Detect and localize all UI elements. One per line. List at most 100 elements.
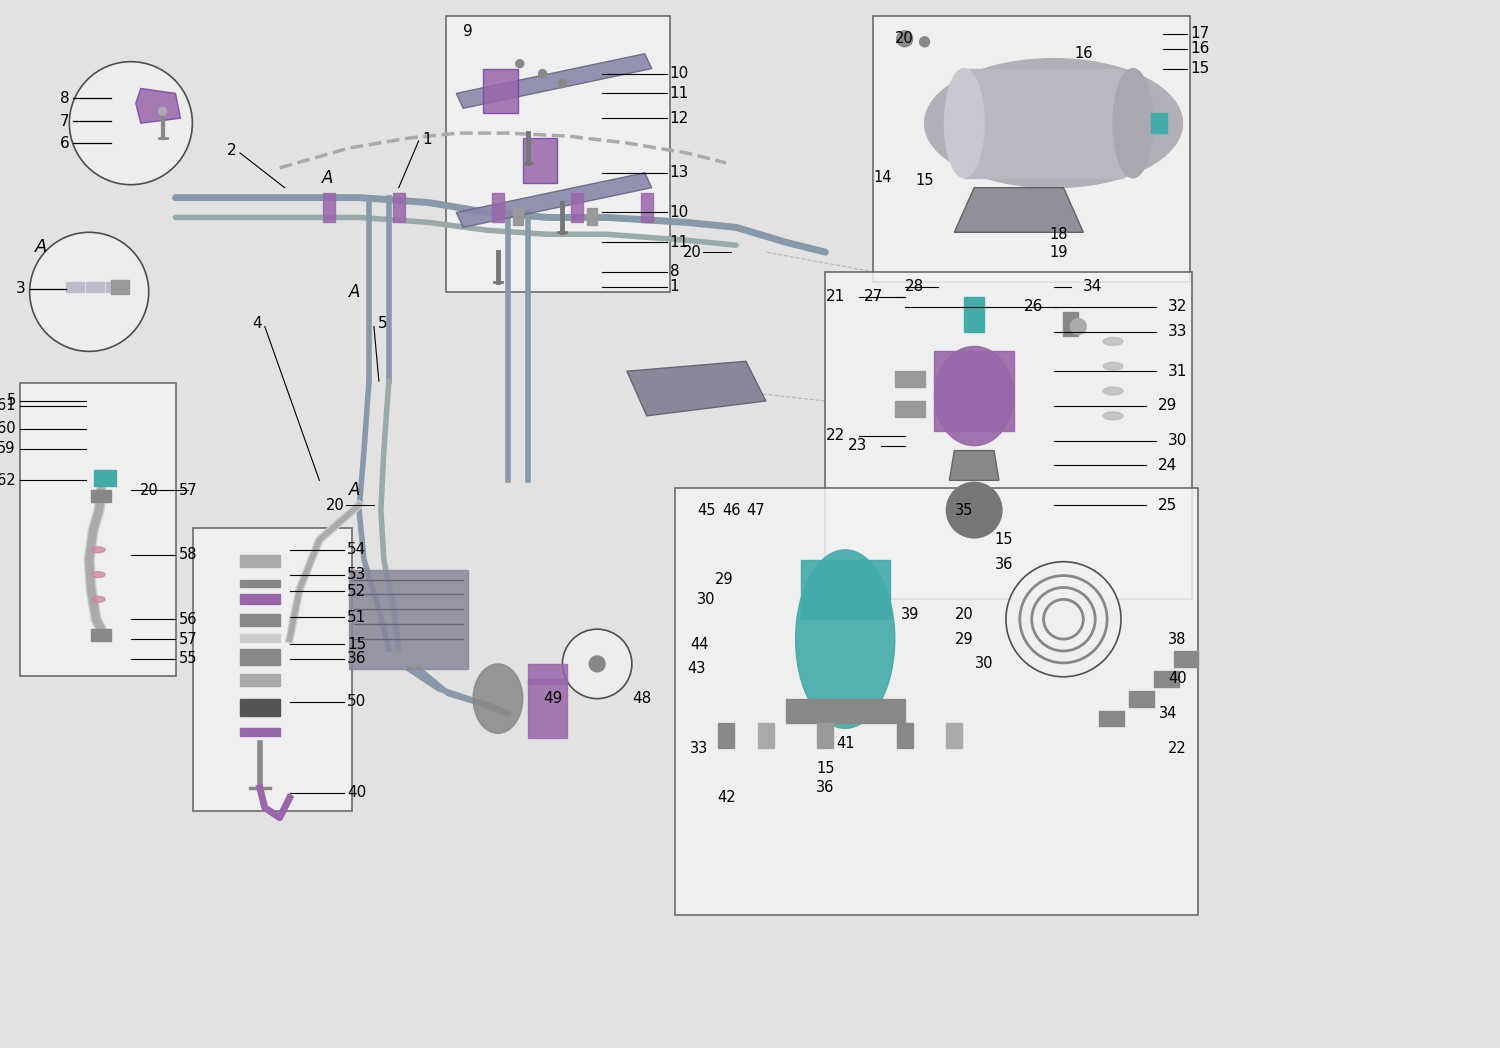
Text: 22: 22 <box>827 429 844 443</box>
Bar <box>240 614 279 627</box>
Ellipse shape <box>1102 337 1124 346</box>
Text: 19: 19 <box>1048 244 1068 260</box>
Ellipse shape <box>472 663 522 734</box>
Bar <box>240 580 279 588</box>
Bar <box>818 723 834 748</box>
Bar <box>1154 671 1179 686</box>
Text: 54: 54 <box>346 542 366 558</box>
Text: 53: 53 <box>346 567 366 582</box>
Ellipse shape <box>924 59 1182 188</box>
Bar <box>92 490 111 502</box>
Polygon shape <box>950 451 999 480</box>
Text: 30: 30 <box>1167 433 1186 449</box>
Text: 38: 38 <box>1168 632 1186 647</box>
Bar <box>240 554 279 567</box>
Text: 9: 9 <box>464 24 472 40</box>
Bar <box>240 728 279 737</box>
Text: 25: 25 <box>1158 498 1178 512</box>
Text: 29: 29 <box>956 632 974 647</box>
Circle shape <box>1071 319 1086 334</box>
Text: 8: 8 <box>60 91 69 106</box>
Text: 57: 57 <box>178 483 196 498</box>
Bar <box>240 594 279 605</box>
Bar <box>194 528 352 811</box>
Text: 40: 40 <box>1168 672 1186 686</box>
Text: 26: 26 <box>1024 300 1044 314</box>
Text: 56: 56 <box>178 612 196 627</box>
Ellipse shape <box>795 550 895 728</box>
Text: 47: 47 <box>747 503 765 518</box>
Text: 34: 34 <box>1083 280 1102 294</box>
Text: 21: 21 <box>827 289 844 304</box>
Text: 32: 32 <box>1167 300 1186 314</box>
Text: 35: 35 <box>956 503 974 518</box>
Text: 20: 20 <box>896 31 914 46</box>
Text: 11: 11 <box>669 86 688 101</box>
Text: 44: 44 <box>690 636 708 652</box>
Text: 15: 15 <box>994 532 1012 547</box>
Polygon shape <box>136 88 180 124</box>
Polygon shape <box>954 188 1083 233</box>
Text: 20: 20 <box>140 483 159 498</box>
Bar <box>92 629 111 641</box>
Text: 13: 13 <box>669 166 688 180</box>
Text: 20: 20 <box>956 607 974 621</box>
Bar <box>1100 711 1124 726</box>
Ellipse shape <box>92 571 105 577</box>
Circle shape <box>920 37 930 47</box>
Text: 17: 17 <box>1191 26 1209 41</box>
Text: 36: 36 <box>346 652 366 667</box>
Bar <box>240 699 279 717</box>
Bar <box>350 570 468 669</box>
Ellipse shape <box>1102 387 1124 395</box>
Text: 4: 4 <box>252 316 262 331</box>
Text: A: A <box>321 169 333 187</box>
Text: 31: 31 <box>1167 364 1186 378</box>
Polygon shape <box>522 138 558 182</box>
Text: 50: 50 <box>346 694 366 709</box>
Bar <box>393 193 405 222</box>
Bar <box>492 193 504 222</box>
Circle shape <box>946 482 1002 538</box>
Text: 58: 58 <box>178 547 196 563</box>
Text: 36: 36 <box>994 558 1012 572</box>
Text: 29: 29 <box>1158 398 1178 413</box>
Bar <box>675 488 1198 915</box>
Text: A: A <box>348 283 360 301</box>
Ellipse shape <box>1113 68 1154 178</box>
Text: 59: 59 <box>0 441 16 456</box>
Text: 23: 23 <box>847 438 867 453</box>
Text: 39: 39 <box>900 607 920 621</box>
Bar <box>1150 113 1167 133</box>
Text: 28: 28 <box>906 280 924 294</box>
Text: 18: 18 <box>1048 226 1068 242</box>
Text: 5: 5 <box>378 316 387 331</box>
Polygon shape <box>456 53 651 108</box>
Circle shape <box>30 233 148 351</box>
Bar <box>718 723 734 748</box>
Circle shape <box>538 69 546 78</box>
Ellipse shape <box>92 596 105 603</box>
Text: 12: 12 <box>669 111 688 126</box>
Bar <box>106 282 124 291</box>
Circle shape <box>159 107 166 115</box>
Text: 15: 15 <box>1191 61 1209 77</box>
Circle shape <box>1007 562 1120 677</box>
Bar <box>964 68 1124 178</box>
Bar <box>20 384 177 676</box>
Bar <box>324 193 334 222</box>
Text: 34: 34 <box>1158 706 1178 721</box>
Text: 20: 20 <box>682 244 702 260</box>
Circle shape <box>897 30 912 47</box>
Text: 45: 45 <box>698 503 715 518</box>
Text: 48: 48 <box>632 691 651 706</box>
Text: 41: 41 <box>836 736 855 750</box>
Bar <box>964 297 984 331</box>
Circle shape <box>558 80 567 87</box>
Text: 57: 57 <box>178 632 196 647</box>
Bar <box>240 674 279 685</box>
Text: 15: 15 <box>915 173 934 189</box>
Ellipse shape <box>945 68 984 178</box>
Text: 49: 49 <box>543 691 562 706</box>
Bar <box>586 208 597 225</box>
